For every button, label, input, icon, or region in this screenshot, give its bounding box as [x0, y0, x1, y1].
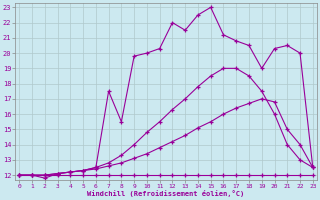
X-axis label: Windchill (Refroidissement éolien,°C): Windchill (Refroidissement éolien,°C) — [87, 190, 245, 197]
